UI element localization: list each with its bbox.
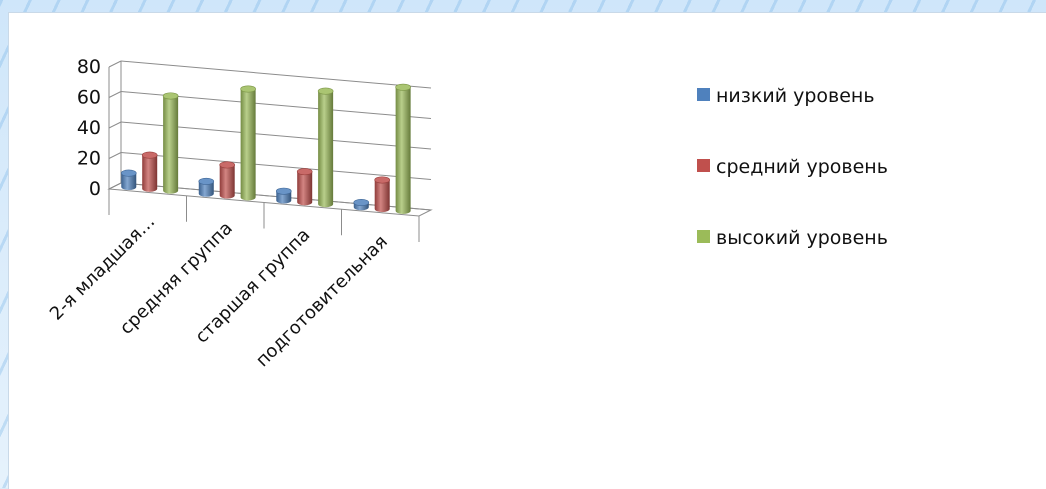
bar-cylinder-top — [317, 87, 334, 95]
legend-swatch-low — [697, 88, 710, 101]
bar-cylinder — [240, 88, 256, 201]
legend-swatch-high — [697, 230, 710, 243]
gridline-side — [108, 91, 122, 98]
legend-item-low: низкий уровень — [697, 85, 875, 107]
bar-cylinder — [142, 155, 158, 192]
bar-cylinder-top — [275, 187, 292, 195]
bar-cylinder — [297, 171, 313, 206]
bar-cylinder — [219, 164, 235, 199]
gridline-side — [108, 121, 122, 129]
y-tick-label: 0 — [89, 178, 101, 200]
bar-cylinder-top — [240, 85, 256, 93]
bar-cylinder-top — [374, 176, 391, 184]
legend-item-high: высокий уровень — [697, 227, 888, 249]
legend-label-low: низкий уровень — [716, 85, 875, 107]
bar-cylinder — [198, 181, 214, 197]
bar-cylinder-top — [353, 199, 370, 207]
gridline-side — [108, 60, 122, 68]
bar-cylinder-top — [198, 177, 215, 185]
bar-cylinder-top — [296, 168, 313, 176]
legend-item-medium: средний уровень — [697, 156, 888, 178]
bar-cylinder — [318, 91, 334, 208]
bar-cylinder-top — [162, 92, 179, 100]
legend-swatch-medium — [697, 159, 710, 172]
y-tick-label: 20 — [77, 148, 101, 170]
bar-cylinder-top — [141, 151, 158, 159]
bar-cylinder — [163, 95, 179, 194]
gridline-side — [108, 152, 122, 159]
legend-label-medium: средний уровень — [716, 156, 888, 178]
bar-cylinder — [374, 179, 390, 213]
gridline — [120, 60, 432, 89]
y-tick-label: 40 — [77, 117, 101, 139]
y-tick-label: 80 — [77, 56, 101, 78]
legend-label-high: высокий уровень — [716, 227, 888, 249]
bar-cylinder-top — [219, 161, 235, 169]
chart-panel: 0 20 40 60 80 2-я младшая… средняя группа старш… — [8, 12, 1046, 489]
bar-cylinder — [121, 173, 137, 191]
chart-floor — [107, 182, 433, 217]
bar-cylinder — [395, 87, 411, 214]
bar-cylinder-top — [120, 169, 137, 177]
bar-cylinder-top — [395, 83, 411, 91]
y-tick-label: 60 — [77, 87, 101, 109]
